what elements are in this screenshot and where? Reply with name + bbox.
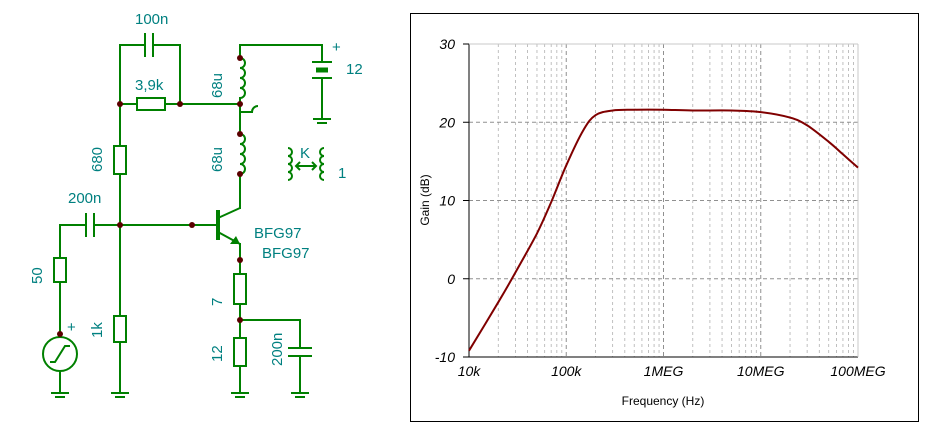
label-r-bias-top: 680 [89,147,106,172]
wire-feedback-cap [119,44,181,105]
label-r-bias-bottom: 1k [89,322,106,338]
label-l-bottom: 68u [209,147,226,172]
plot-axes: 10k 100k 1MEG 10MEG 100MEG -10 0 10 20 30 [435,36,886,379]
resistor-1k[interactable] [113,315,127,343]
label-c-input: 200n [68,190,101,207]
x-tick-label: 1MEG [644,363,684,379]
inductor-68u-top[interactable] [239,57,246,99]
resistor-50[interactable] [53,257,67,283]
label-r-source: 50 [29,267,46,284]
x-axis-title: Frequency (Hz) [622,394,705,408]
transistor-bfg97[interactable] [205,207,241,245]
label-coupling-k: K [300,145,310,162]
inductor-68u-bottom[interactable] [239,133,246,175]
gain-curve [468,108,859,352]
circuit-schematic: 100n 3,9k 68u + 12 680 68u K 1 200n BFG9… [29,11,363,398]
wire-supply [239,44,323,119]
label-c-feedback: 100n [135,11,168,28]
label-battery-value: 12 [346,61,363,78]
label-source-plus: + [67,319,76,336]
plot-frame: 10k 100k 1MEG 10MEG 100MEG -10 0 10 20 30 Frequen… [410,13,919,422]
coupling-symbol[interactable] [287,147,325,181]
ground-battery [313,118,331,124]
wire-input [59,224,206,259]
gain-plot: 10k 100k 1MEG 10MEG 100MEG -10 0 10 20 30 Frequen… [418,36,886,408]
resistor-680[interactable] [113,145,127,175]
y-tick-label: 20 [438,114,455,130]
resistor-7[interactable] [233,273,247,305]
wire-emitter-cap [239,319,301,393]
capacitor-200n-input[interactable] [85,213,95,237]
y-tick-label: 30 [439,36,455,52]
label-transistor-1: BFG97 [254,225,302,242]
y-axis-title: Gain (dB) [418,174,432,225]
label-coupling-value: 1 [338,165,346,182]
label-r-emitter-bottom: 12 [209,345,226,362]
output-tap[interactable] [240,105,259,113]
junction-dots [57,55,243,337]
capacitor-200n-emitter[interactable] [288,347,312,357]
signal-source[interactable] [42,336,78,372]
label-battery-plus: + [332,39,341,56]
ground-source [51,392,69,398]
resistor-3-9k[interactable] [136,97,166,111]
label-transistor-2: BFG97 [262,245,310,262]
x-tick-label: 10MEG [737,363,785,379]
label-r-feedback: 3,9k [135,77,164,94]
ground-emitter-cap [291,392,309,398]
plot-grid [468,43,859,358]
resistor-12[interactable] [233,337,247,367]
ground-emitter [231,392,249,398]
ground-bias [111,392,129,398]
y-tick-label: 0 [447,271,455,287]
x-tick-label: 100MEG [830,363,885,379]
x-tick-label: 100k [551,363,582,379]
label-r-emitter-top: 7 [209,298,226,306]
capacitor-100n[interactable] [144,33,154,57]
plot-series [468,108,859,352]
label-c-emitter: 200n [269,333,286,366]
label-l-top: 68u [209,73,226,98]
battery-12v[interactable] [312,61,332,79]
y-tick-label: 10 [439,193,455,209]
x-tick-label: 10k [458,363,482,379]
y-tick-label: -10 [435,349,455,365]
